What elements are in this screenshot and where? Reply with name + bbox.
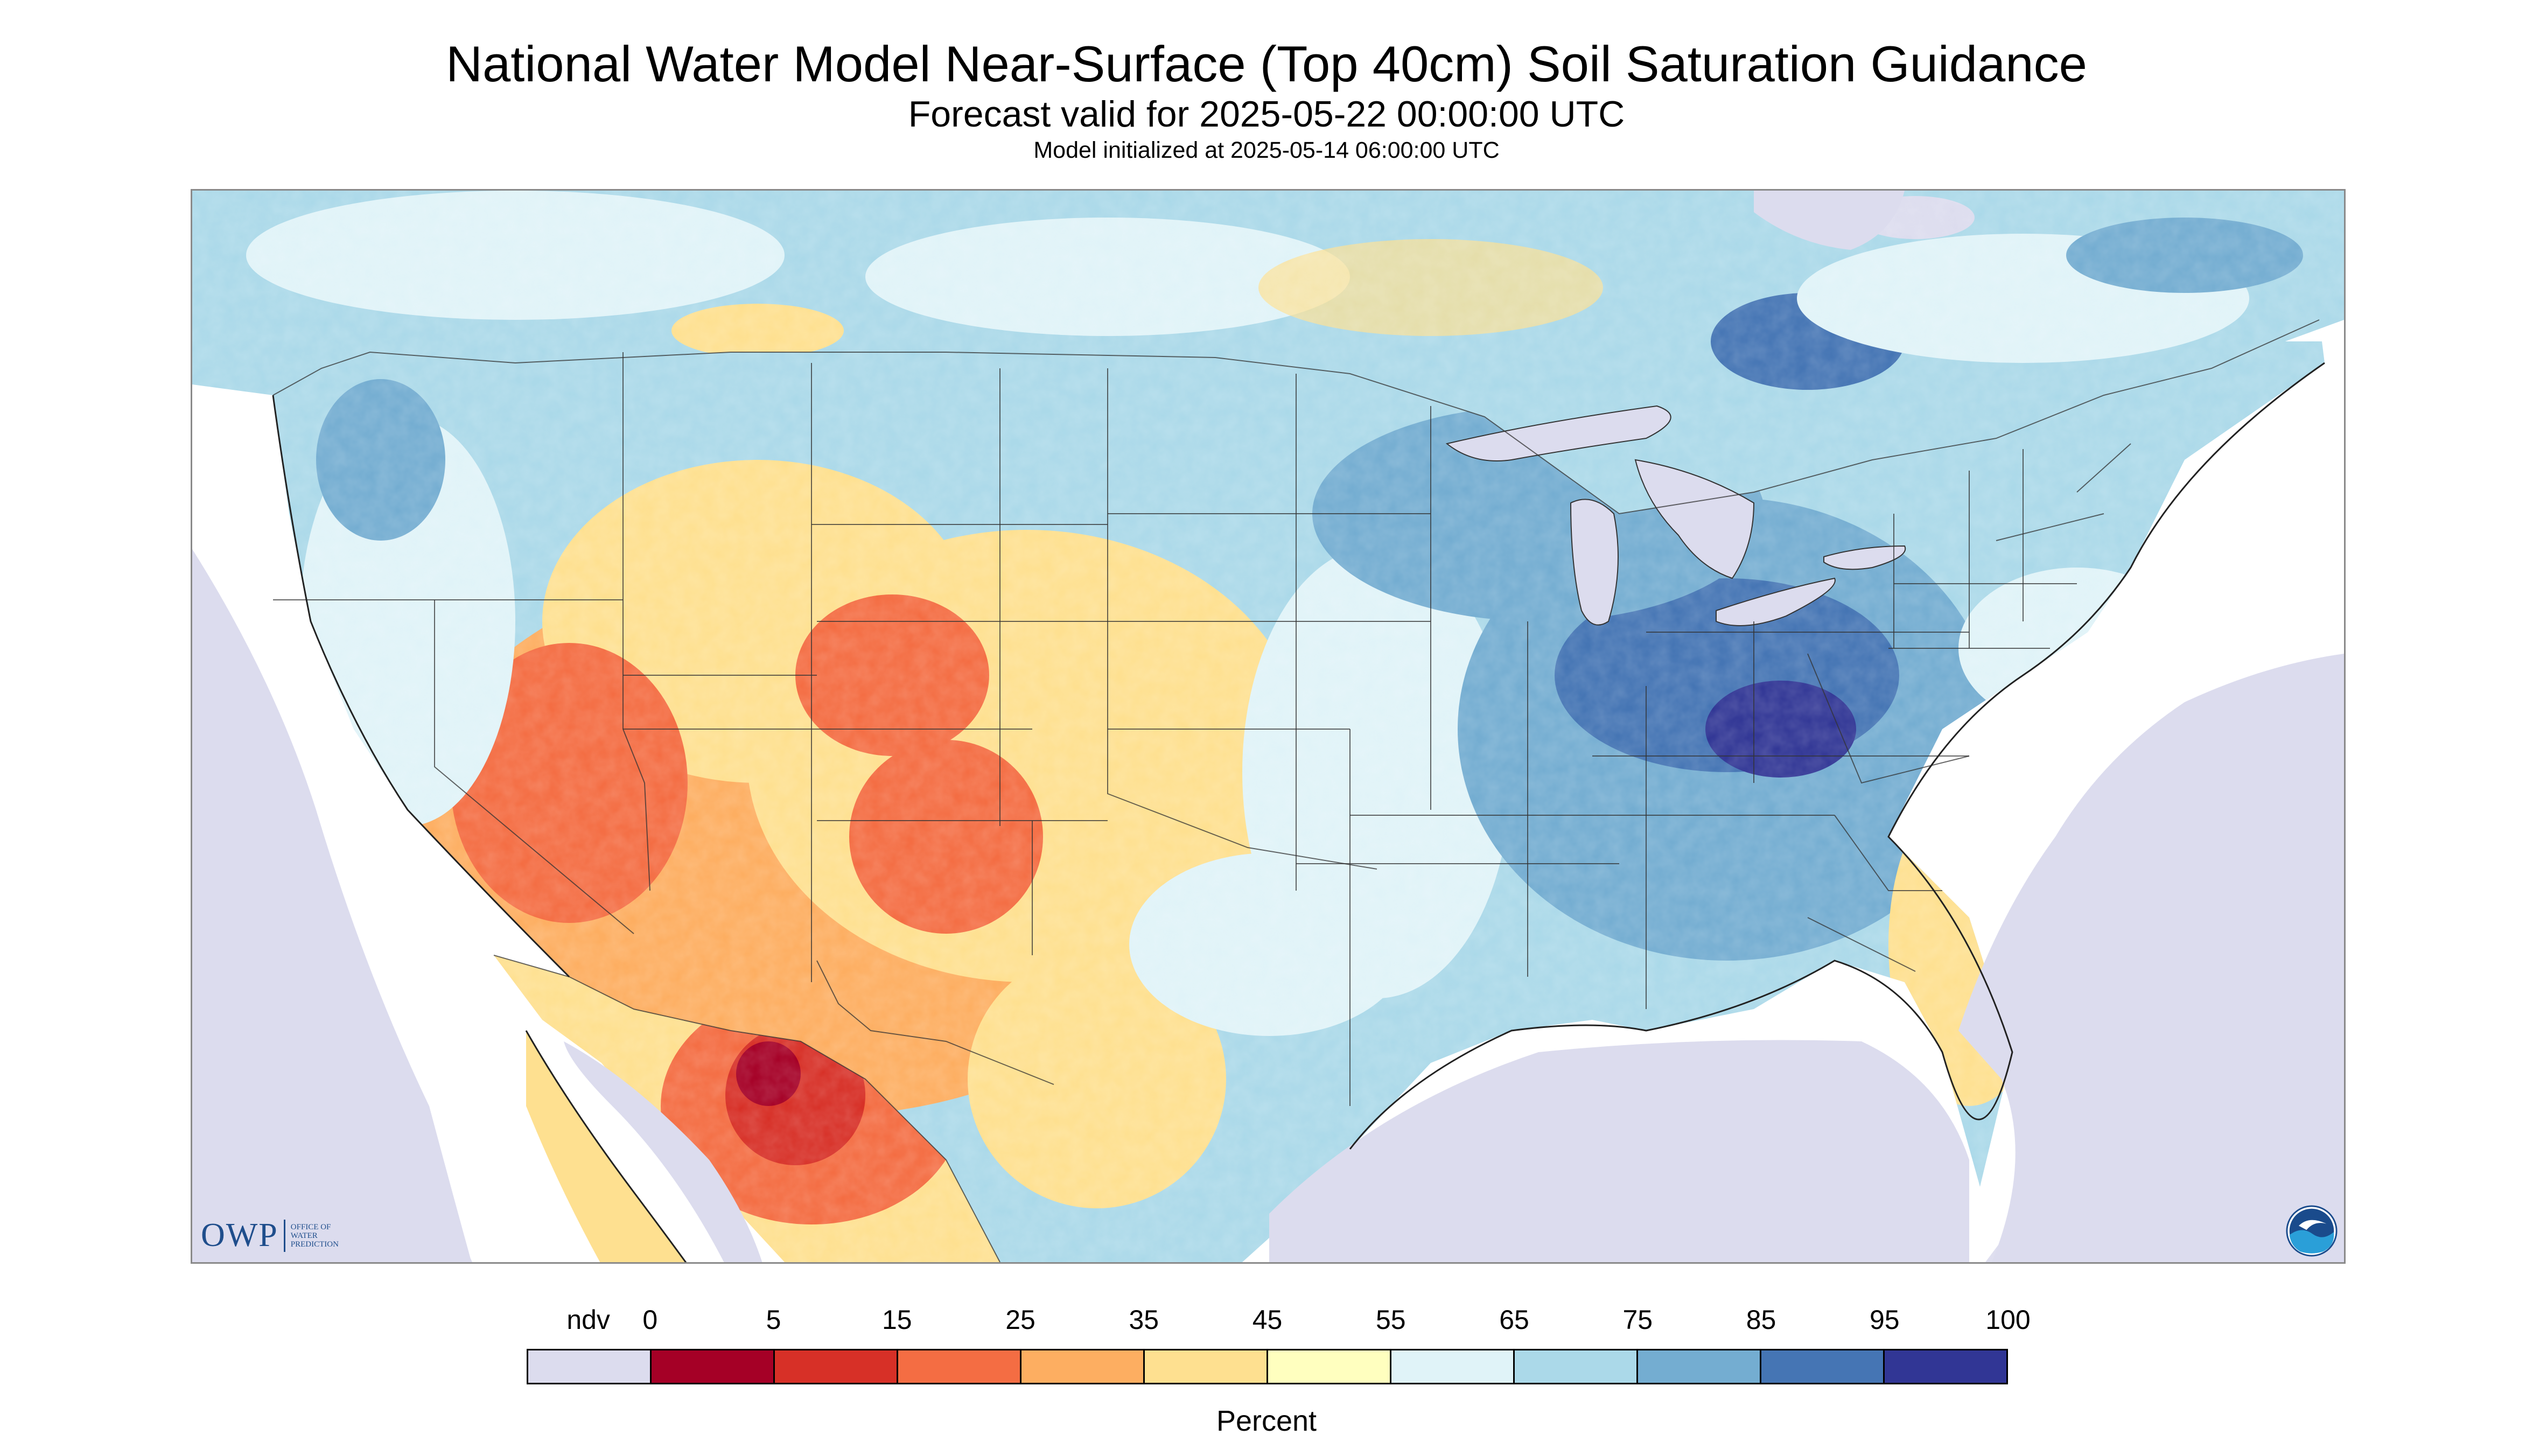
forecast-valid-subtitle: Forecast valid for 2025-05-22 00:00:00 U…	[908, 94, 1625, 135]
owp-logo-divider	[283, 1219, 285, 1252]
legend-swatch-15-25	[898, 1350, 1021, 1383]
lake-huron	[1634, 459, 1755, 579]
state-borders	[272, 319, 2320, 1262]
noaa-logo-icon	[2286, 1205, 2338, 1257]
map-title: National Water Model Near-Surface (Top 4…	[446, 36, 2087, 92]
lake-erie	[1716, 577, 1836, 626]
lake-superior	[1445, 405, 1671, 461]
owp-logo-line: PREDICTION	[290, 1240, 339, 1249]
model-init-line: Model initialized at 2025-05-14 06:00:00…	[1033, 137, 1500, 163]
coastline	[272, 362, 2325, 1262]
owp-logo: OWP OFFICE OF WATER PREDICTION	[201, 1216, 372, 1255]
pacific-ocean	[192, 549, 472, 1262]
legend-tick-label: 65	[1499, 1305, 1529, 1335]
soil-saturation-map: OWP OFFICE OF WATER PREDICTION	[191, 189, 2346, 1264]
legend-tick-label: 5	[766, 1305, 781, 1335]
legend-tick-label: 85	[1746, 1305, 1776, 1335]
lake-ontario	[1823, 545, 1906, 570]
legend-swatch-45-55	[1268, 1350, 1391, 1383]
legend-tick-label: 35	[1129, 1305, 1159, 1335]
hudson-bay	[1754, 191, 1905, 250]
lake-michigan	[1570, 499, 1619, 626]
legend-swatch-ndv	[528, 1350, 652, 1383]
legend-labels: ndv 0 5 15 25 35 45 55 65 75 85 95 100	[0, 1306, 2533, 1339]
legend-swatch-85-95	[1761, 1350, 1885, 1383]
legend-swatch-25-35	[1021, 1350, 1145, 1383]
legend-unit-label: Percent	[1216, 1405, 1317, 1437]
map-canvas	[192, 191, 2344, 1262]
gulf-of-california	[564, 1041, 762, 1262]
legend-tick-label: 25	[1005, 1305, 1035, 1335]
legend-swatch-0-5	[652, 1350, 775, 1383]
legend-tick-label: 75	[1622, 1305, 1653, 1335]
legend-tick-label: 95	[1869, 1305, 1900, 1335]
owp-logo-line: OFFICE OF	[290, 1222, 331, 1231]
legend-swatch-75-85	[1638, 1350, 1761, 1383]
owp-logo-letters: OWP	[201, 1217, 278, 1254]
legend-swatch-55-65	[1391, 1350, 1515, 1383]
legend-swatch-65-75	[1515, 1350, 1638, 1383]
owp-logo-subtext: OFFICE OF WATER PREDICTION	[291, 1223, 372, 1249]
gulf-of-mexico	[1269, 1040, 1969, 1262]
legend-tick-label: ndv	[566, 1305, 610, 1335]
legend-colorbar	[527, 1349, 2008, 1384]
legend-tick-label: 0	[642, 1305, 658, 1335]
great-lakes	[1445, 405, 1906, 626]
legend-tick-label: 15	[881, 1305, 912, 1335]
atlantic-ocean	[1958, 654, 2344, 1262]
legend-tick-label: 55	[1375, 1305, 1406, 1335]
legend-tick-label: 100	[1985, 1305, 2031, 1335]
legend-swatch-95-100	[1885, 1350, 2006, 1383]
owp-logo-line: WATER	[290, 1231, 318, 1240]
legend-swatch-5-15	[775, 1350, 898, 1383]
legend-tick-label: 45	[1252, 1305, 1283, 1335]
legend-swatch-35-45	[1145, 1350, 1268, 1383]
